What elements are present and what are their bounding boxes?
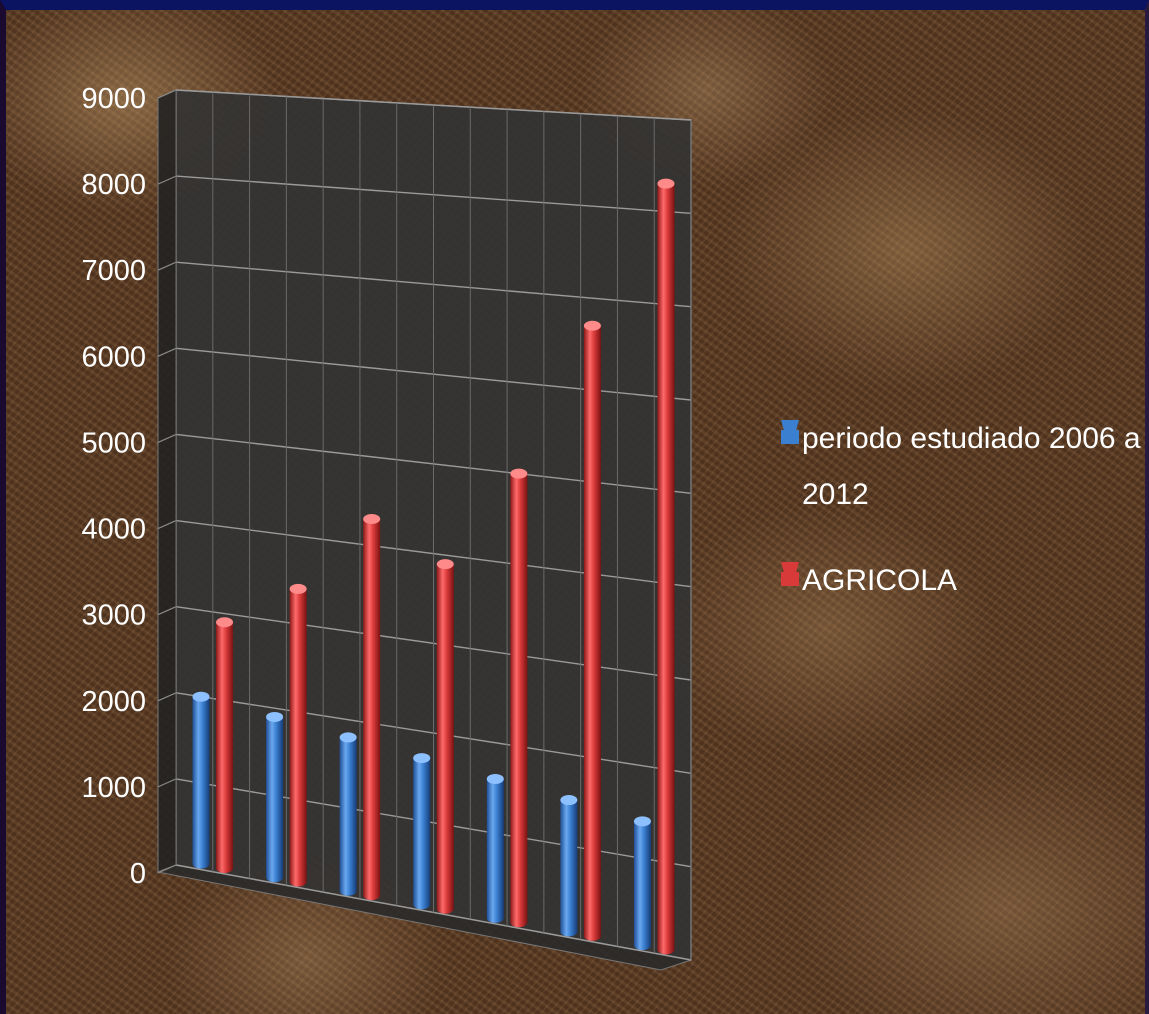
bar-body bbox=[363, 519, 381, 896]
bar bbox=[192, 691, 210, 869]
legend-label: 2012 bbox=[802, 478, 869, 511]
bar-body bbox=[486, 778, 504, 918]
bar-cap bbox=[216, 617, 234, 628]
y-tick-label: 8000 bbox=[81, 169, 146, 201]
bar-base bbox=[363, 890, 381, 901]
y-tick-label: 1000 bbox=[81, 772, 146, 804]
bar-cap bbox=[413, 753, 431, 764]
bar-body bbox=[413, 758, 431, 905]
bar-cap bbox=[363, 514, 381, 525]
y-tick-label: 7000 bbox=[81, 255, 146, 287]
bar-body bbox=[192, 696, 210, 864]
bar bbox=[633, 816, 651, 951]
gridline-side bbox=[157, 520, 177, 530]
bar bbox=[339, 732, 357, 896]
bar-base bbox=[510, 917, 528, 928]
bar-chart: 0 1000 2000 3000 4000 5000 6000 7000 8000 9000 pe… bbox=[81, 83, 1141, 971]
bar bbox=[583, 320, 601, 941]
y-tick-label: 4000 bbox=[81, 514, 146, 546]
legend-swatch bbox=[781, 572, 799, 586]
bar bbox=[266, 711, 284, 883]
gridline-side bbox=[157, 606, 177, 616]
bar-base bbox=[216, 862, 234, 873]
bar-cap bbox=[510, 468, 528, 479]
gridline-side bbox=[157, 261, 177, 271]
y-tick-label: 0 bbox=[130, 858, 146, 890]
bar-base bbox=[633, 940, 651, 951]
chart-bars bbox=[192, 178, 675, 955]
y-tick-label: 5000 bbox=[81, 427, 146, 459]
bar-body bbox=[216, 622, 234, 868]
bar-base bbox=[657, 944, 675, 955]
legend-label: periodo estudiado 2006 a bbox=[802, 422, 1141, 455]
bar-body bbox=[583, 325, 601, 936]
gridline-side bbox=[157, 864, 177, 874]
bar-base bbox=[436, 903, 454, 914]
legend-item: periodo estudiado 2006 a 2012 bbox=[781, 420, 1141, 511]
bar-body bbox=[657, 183, 675, 950]
bar-cap bbox=[289, 583, 307, 594]
bar-cap bbox=[192, 691, 210, 702]
bar-body bbox=[633, 821, 651, 946]
legend-swatch bbox=[781, 430, 799, 444]
bar-body bbox=[266, 716, 284, 878]
bar bbox=[216, 617, 234, 873]
y-axis-ticks: 0 1000 2000 3000 4000 5000 6000 7000 8000 9000 bbox=[81, 83, 146, 890]
bar-base bbox=[266, 872, 284, 883]
bar-cap bbox=[633, 816, 651, 827]
gridline-side bbox=[157, 433, 177, 443]
chart-legend: periodo estudiado 2006 a 2012 AGRICOLA bbox=[781, 420, 1141, 597]
bar bbox=[486, 773, 504, 923]
bar-cap bbox=[339, 732, 357, 743]
bar-base bbox=[413, 899, 431, 910]
gridline-side bbox=[157, 175, 177, 185]
bar-body bbox=[560, 800, 578, 932]
bar-body bbox=[289, 588, 307, 882]
y-tick-label: 6000 bbox=[81, 341, 146, 373]
bar bbox=[436, 559, 454, 914]
gridline-side bbox=[157, 347, 177, 357]
bar-body bbox=[510, 473, 528, 923]
bar-cap bbox=[486, 773, 504, 784]
bar-body bbox=[436, 564, 454, 909]
chart-gridlines bbox=[157, 89, 692, 961]
bar-cap bbox=[657, 178, 675, 189]
bar-cap bbox=[266, 711, 284, 722]
y-tick-label: 3000 bbox=[81, 600, 146, 632]
bar bbox=[289, 583, 307, 887]
y-tick-label: 2000 bbox=[81, 686, 146, 718]
wall-side-panel bbox=[157, 89, 177, 873]
bar-base bbox=[339, 885, 357, 896]
gridline-side bbox=[157, 778, 177, 788]
bar bbox=[657, 178, 675, 955]
gridline-side bbox=[157, 692, 177, 702]
bar bbox=[510, 468, 528, 928]
bar bbox=[363, 514, 381, 901]
bar-cap bbox=[560, 795, 578, 806]
bar-base bbox=[192, 858, 210, 869]
bar-base bbox=[560, 926, 578, 937]
bar-base bbox=[486, 912, 504, 923]
bar-base bbox=[583, 930, 601, 941]
gridline-side bbox=[157, 89, 177, 99]
bar-cap bbox=[583, 320, 601, 331]
legend-label: AGRICOLA bbox=[802, 564, 957, 597]
bar-body bbox=[339, 737, 357, 891]
bar-cap bbox=[436, 559, 454, 570]
y-tick-label: 9000 bbox=[81, 83, 146, 115]
bar-base bbox=[289, 876, 307, 887]
bar bbox=[413, 753, 431, 910]
bar bbox=[560, 795, 578, 937]
legend-item: AGRICOLA bbox=[781, 562, 957, 597]
